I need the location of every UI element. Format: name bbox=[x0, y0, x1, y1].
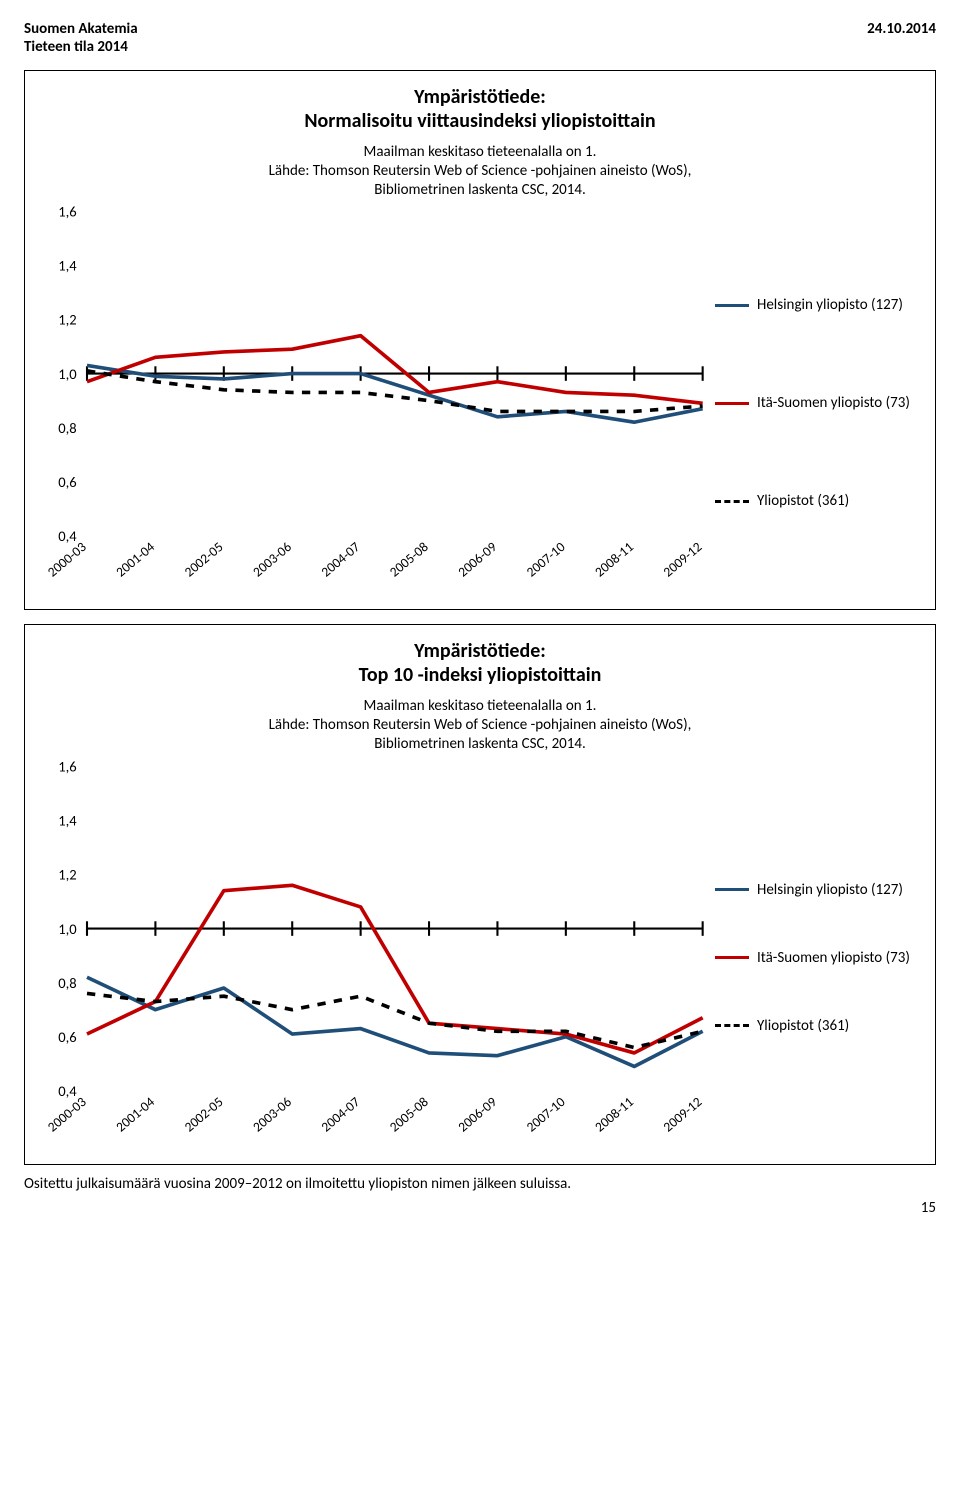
legend-item: Yliopistot (361) bbox=[715, 1012, 925, 1040]
chart-box-2: Ympäristötiede: Top 10 -indeksi yliopist… bbox=[24, 624, 936, 1164]
chart1-sub3: Bibliometrinen laskenta CSC, 2014. bbox=[35, 181, 925, 200]
svg-text:2009-12: 2009-12 bbox=[660, 538, 706, 580]
legend-item: Yliopistot (361) bbox=[715, 487, 925, 515]
report-title: Tieteen tila 2014 bbox=[24, 38, 138, 56]
svg-text:1,0: 1,0 bbox=[58, 365, 76, 383]
header-date: 24.10.2014 bbox=[867, 20, 936, 56]
svg-text:1,2: 1,2 bbox=[58, 311, 76, 329]
legend-swatch bbox=[715, 304, 749, 307]
svg-text:2002-05: 2002-05 bbox=[181, 1093, 227, 1135]
svg-text:2006-09: 2006-09 bbox=[454, 538, 500, 580]
chart2-legend: Helsingin yliopisto (127) Itä-Suomen yli… bbox=[711, 758, 925, 1158]
legend-swatch bbox=[715, 1024, 749, 1027]
svg-text:2003-06: 2003-06 bbox=[249, 538, 295, 580]
legend-label: Itä-Suomen yliopisto (73) bbox=[757, 949, 910, 967]
svg-text:2004-07: 2004-07 bbox=[318, 1093, 364, 1135]
svg-text:0,8: 0,8 bbox=[58, 974, 76, 992]
svg-text:2001-04: 2001-04 bbox=[112, 1093, 158, 1135]
svg-text:2008-11: 2008-11 bbox=[591, 1093, 637, 1135]
legend-label: Yliopistot (361) bbox=[757, 492, 849, 510]
chart1-plot: 0,40,60,81,01,21,41,62000-032001-042002-… bbox=[35, 203, 711, 603]
legend-label: Helsingin yliopisto (127) bbox=[757, 881, 903, 899]
svg-text:2008-11: 2008-11 bbox=[591, 538, 637, 580]
svg-text:1,6: 1,6 bbox=[58, 203, 76, 221]
svg-text:1,4: 1,4 bbox=[58, 811, 77, 829]
chart2-sub2: Lähde: Thomson Reutersin Web of Science … bbox=[35, 716, 925, 735]
footnote: Ositettu julkaisumäärä vuosina 2009–2012… bbox=[24, 1175, 936, 1193]
legend-swatch bbox=[715, 956, 749, 959]
svg-text:2002-05: 2002-05 bbox=[181, 538, 227, 580]
chart2-title-a: Ympäristötiede: bbox=[35, 639, 925, 663]
svg-text:2004-07: 2004-07 bbox=[318, 538, 364, 580]
svg-text:1,6: 1,6 bbox=[58, 758, 76, 776]
svg-text:1,4: 1,4 bbox=[58, 257, 77, 275]
chart1-sub2: Lähde: Thomson Reutersin Web of Science … bbox=[35, 162, 925, 181]
chart1-title-a: Ympäristötiede: bbox=[35, 85, 925, 109]
svg-text:2007-10: 2007-10 bbox=[523, 1093, 569, 1135]
legend-label: Yliopistot (361) bbox=[757, 1017, 849, 1035]
chart2-plot: 0,40,60,81,01,21,41,62000-032001-042002-… bbox=[35, 758, 711, 1158]
svg-text:2001-04: 2001-04 bbox=[112, 538, 158, 580]
chart2-title-b: Top 10 -indeksi yliopistoittain bbox=[35, 663, 925, 687]
legend-item: Helsingin yliopisto (127) bbox=[715, 291, 925, 319]
svg-text:0,6: 0,6 bbox=[58, 1028, 76, 1046]
legend-item: Itä-Suomen yliopisto (73) bbox=[715, 944, 925, 972]
svg-text:0,8: 0,8 bbox=[58, 419, 76, 437]
legend-swatch bbox=[715, 402, 749, 405]
chart-box-1: Ympäristötiede: Normalisoitu viittausind… bbox=[24, 70, 936, 610]
chart1-sub1: Maailman keskitaso tieteenalalla on 1. bbox=[35, 143, 925, 162]
svg-text:2003-06: 2003-06 bbox=[249, 1093, 295, 1135]
legend-label: Itä-Suomen yliopisto (73) bbox=[757, 394, 910, 412]
chart1-legend: Helsingin yliopisto (127) Itä-Suomen yli… bbox=[711, 203, 925, 603]
chart1-title-b: Normalisoitu viittausindeksi yliopistoit… bbox=[35, 109, 925, 133]
svg-text:2005-08: 2005-08 bbox=[386, 1093, 432, 1135]
org-name: Suomen Akatemia bbox=[24, 20, 138, 38]
svg-text:1,2: 1,2 bbox=[58, 865, 76, 883]
legend-label: Helsingin yliopisto (127) bbox=[757, 296, 903, 314]
svg-text:2009-12: 2009-12 bbox=[660, 1093, 706, 1135]
svg-text:2005-08: 2005-08 bbox=[386, 538, 432, 580]
svg-text:2006-09: 2006-09 bbox=[454, 1093, 500, 1135]
svg-text:0,6: 0,6 bbox=[58, 473, 76, 491]
chart2-sub3: Bibliometrinen laskenta CSC, 2014. bbox=[35, 735, 925, 754]
legend-swatch bbox=[715, 500, 749, 503]
legend-item: Helsingin yliopisto (127) bbox=[715, 876, 925, 904]
page-number: 15 bbox=[24, 1199, 936, 1217]
svg-text:1,0: 1,0 bbox=[58, 919, 76, 937]
legend-swatch bbox=[715, 888, 749, 891]
chart2-sub1: Maailman keskitaso tieteenalalla on 1. bbox=[35, 697, 925, 716]
svg-text:2007-10: 2007-10 bbox=[523, 538, 569, 580]
legend-item: Itä-Suomen yliopisto (73) bbox=[715, 389, 925, 417]
